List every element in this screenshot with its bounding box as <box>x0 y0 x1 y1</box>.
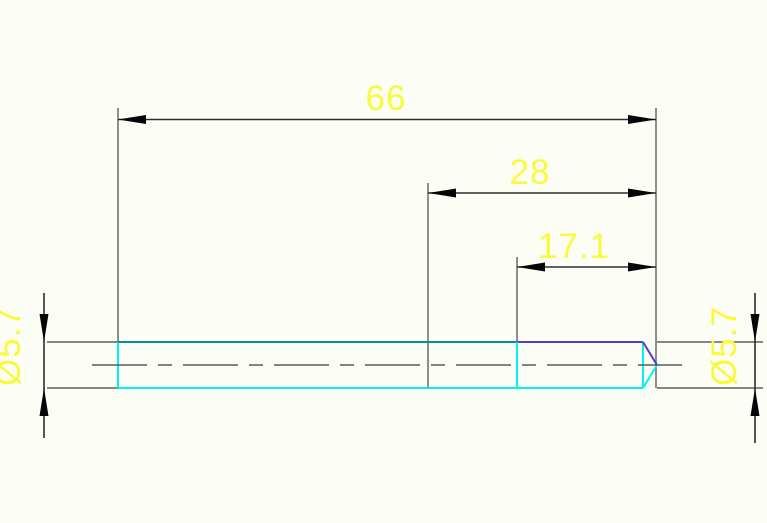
arrowhead-66-left[interactable] <box>118 115 146 124</box>
dimension-label-dia-left[interactable]: Ø5.7 <box>0 306 28 386</box>
dimension-label-28[interactable]: 28 <box>510 153 551 192</box>
arrowhead-28-left[interactable] <box>428 188 456 198</box>
arrowhead-dia-left-top[interactable] <box>39 314 49 342</box>
arrowhead-dia-left-bottom[interactable] <box>39 388 49 416</box>
dimension-mid-length[interactable]: 28 <box>428 153 656 198</box>
arrowhead-28-right[interactable] <box>628 188 656 198</box>
part-cone-upper-slant[interactable] <box>642 341 658 366</box>
dimension-label-66[interactable]: 66 <box>366 79 407 118</box>
arrowhead-66-right[interactable] <box>628 115 656 124</box>
arrowhead-17-left[interactable] <box>517 262 545 272</box>
dimension-label-17[interactable]: 17.1 <box>538 227 610 266</box>
arrowhead-dia-right-bottom[interactable] <box>750 388 760 416</box>
dimension-label-dia-right[interactable]: Ø5.7 <box>705 306 744 386</box>
part-cone-lower-slant[interactable] <box>642 364 658 389</box>
dimension-overall-length[interactable]: 66 <box>118 79 656 124</box>
dimension-diameter-right[interactable]: Ø5.7 <box>657 293 763 443</box>
dimension-tip-length[interactable]: 17.1 <box>517 227 656 272</box>
dimension-diameter-left[interactable]: Ø5.7 <box>0 293 118 438</box>
arrowhead-17-right[interactable] <box>628 262 656 272</box>
arrowhead-dia-right-top[interactable] <box>750 314 760 342</box>
